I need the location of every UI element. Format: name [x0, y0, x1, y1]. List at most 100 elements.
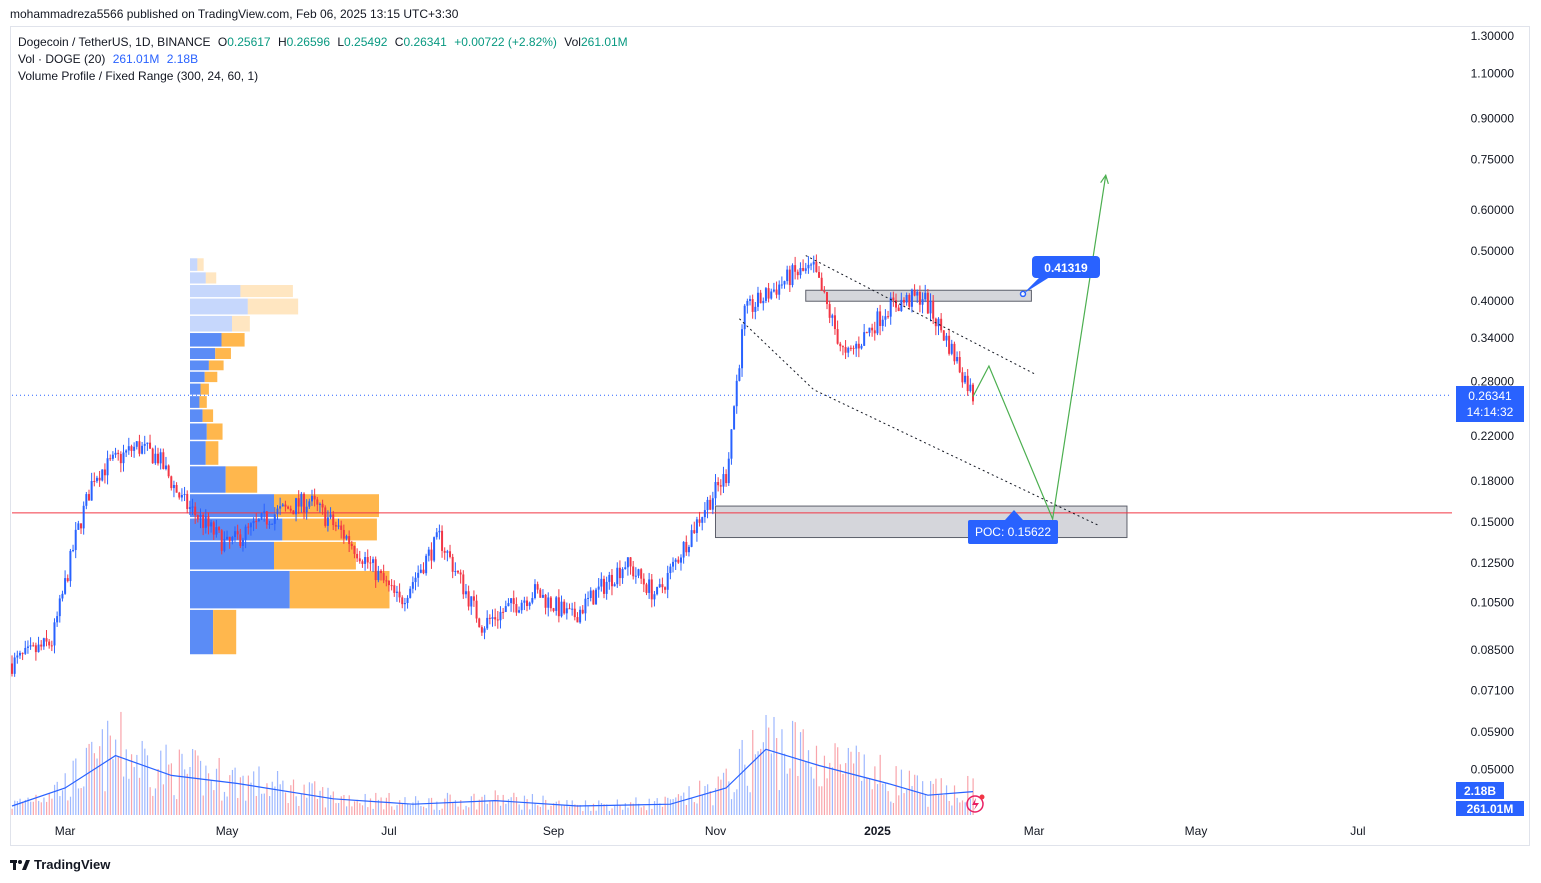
volume-bar [412, 802, 414, 815]
volume-bar [75, 758, 77, 815]
candle-body [618, 567, 621, 579]
candle-body [438, 530, 441, 533]
volume-bar [643, 805, 645, 815]
volume-bar [529, 809, 531, 815]
symbol-name[interactable]: Dogecoin / TetherUS, 1D, BINANCE [18, 35, 211, 49]
candle-body [717, 482, 720, 486]
candle-body [316, 499, 319, 505]
candle-body [555, 597, 558, 611]
profile-buy-bar [190, 333, 222, 347]
candle-body [831, 315, 834, 318]
time-tick-label: Jul [1350, 824, 1365, 838]
volume-bar [791, 720, 794, 815]
volume-bar [284, 792, 287, 815]
volume-bar [250, 782, 252, 815]
volume-bar [730, 799, 733, 815]
candle-body [345, 536, 348, 539]
time-tick-label: Mar [55, 824, 76, 838]
candle-body [857, 343, 860, 349]
candle-body [895, 300, 898, 308]
candle-body [499, 611, 502, 621]
tradingview-logo[interactable]: TradingView [10, 857, 110, 872]
volume-bar [574, 804, 576, 815]
volume-bar [316, 798, 318, 815]
volume-bar [101, 729, 103, 815]
candle-body [666, 573, 669, 590]
candle-body [966, 375, 969, 392]
candle-body [942, 330, 945, 341]
candle-body [433, 537, 436, 561]
profile-buy-bar [190, 396, 200, 408]
profile-sell-bar [274, 541, 356, 570]
volume-bar [115, 739, 117, 815]
volume-bar [353, 801, 356, 815]
volume-bar [122, 776, 125, 815]
candle-body [377, 570, 380, 581]
profile-buy-bar [190, 609, 214, 655]
volume-bar [489, 801, 491, 815]
candle-body [626, 557, 629, 568]
volume-bar [383, 809, 385, 815]
candles [11, 254, 974, 677]
profile-buy-bar [190, 285, 241, 298]
volume-bar [53, 784, 56, 815]
candle-body [879, 311, 882, 326]
volume-bar [279, 784, 281, 815]
candle-body [889, 297, 892, 317]
candle-body [565, 608, 568, 614]
candle-body [167, 465, 170, 477]
volume-bar [935, 778, 937, 815]
time-tick-label: Sep [543, 824, 565, 838]
volume-bar [707, 784, 709, 815]
volume-bar [553, 803, 555, 815]
profile-buy-bar [190, 466, 226, 493]
candle-body [114, 452, 117, 455]
volume-bar [722, 772, 725, 815]
candle-body [573, 608, 576, 618]
volume-bar [712, 805, 714, 815]
volume-bar [46, 801, 48, 815]
candle-body [194, 506, 197, 516]
volume-bar [555, 801, 557, 815]
volume-bar [749, 792, 751, 815]
volume-bar [526, 799, 528, 815]
volume-bar [781, 729, 783, 815]
volume-bar [184, 769, 186, 815]
profile-sell-bar [282, 518, 377, 541]
candle-body [125, 450, 128, 453]
volume-bar [709, 791, 711, 815]
volume-bar [632, 803, 634, 815]
volume-bar [930, 781, 932, 815]
volume-bar [91, 741, 93, 815]
candle-body [427, 549, 430, 556]
candle-body [157, 453, 160, 464]
candle-body [786, 269, 789, 282]
volume-bar [245, 800, 247, 815]
volume-legend[interactable]: Vol · DOGE (20) 261.01M 2.18B [18, 51, 202, 67]
volume-bar [319, 790, 321, 815]
ohlc-close: C0.26341 [394, 35, 447, 49]
candle-body [502, 611, 505, 613]
volume-bar [449, 794, 451, 815]
candle-body [66, 578, 69, 582]
volume-profile-legend[interactable]: Volume Profile / Fixed Range (300, 24, 6… [18, 69, 259, 83]
candle-body [624, 567, 627, 570]
volume-bar [598, 800, 600, 815]
volume-bar [627, 807, 629, 815]
candle-body [656, 586, 659, 595]
volume-bar [433, 809, 435, 815]
candle-body [520, 602, 523, 611]
volume-bar [616, 799, 618, 815]
volume-bar [887, 791, 889, 815]
candle-body [948, 335, 951, 354]
volume-bar [587, 806, 589, 815]
candle-body [340, 525, 343, 530]
price-tick-label: 0.05900 [1471, 725, 1515, 739]
candle-body [276, 508, 279, 515]
volume-bar [215, 768, 218, 815]
candle-body [884, 316, 887, 320]
chart-frame[interactable] [10, 26, 1530, 846]
volume-bar [261, 793, 263, 815]
candle-body [106, 458, 109, 476]
